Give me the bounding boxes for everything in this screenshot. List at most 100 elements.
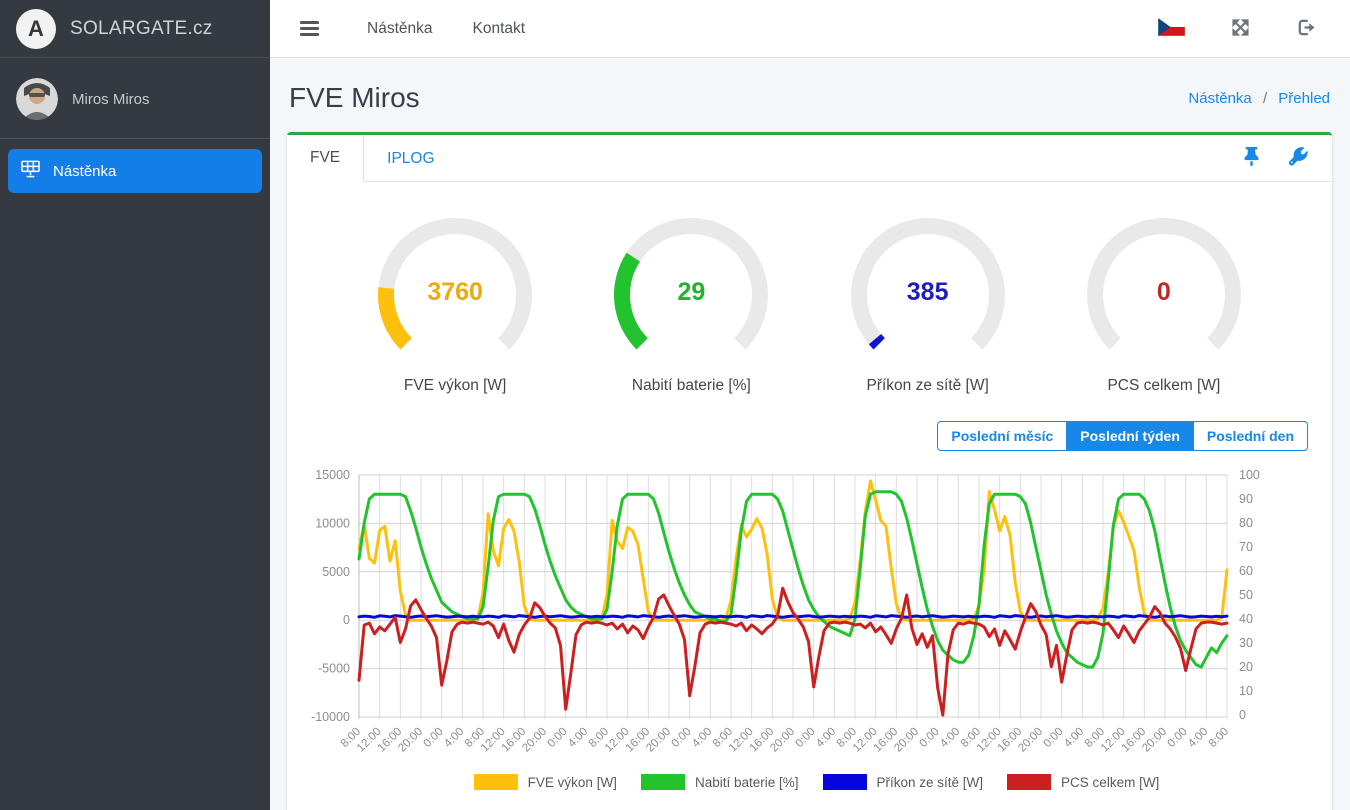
svg-text:0:00: 0:00 [1165,726,1189,750]
svg-text:5000: 5000 [322,565,350,579]
tab-bar: FVE IPLOG [287,135,1332,182]
logout-icon [1296,18,1316,40]
language-button[interactable] [1154,14,1189,43]
svg-text:15000: 15000 [315,468,350,482]
brand-logo-icon: A [16,8,56,49]
svg-text:20:00: 20:00 [396,726,425,755]
hamburger-icon [300,21,319,36]
legend-item-fve[interactable]: FVE výkon [W] [473,774,617,790]
user-panel[interactable]: Miros Miros [0,58,270,139]
breadcrumb: Nástěnka / Přehled [1188,90,1330,107]
gauge-battery: 29 Nabití baterie [%] [586,216,796,395]
sidebar-item-nastenka[interactable]: Nástěnka [8,149,262,193]
menu-toggle-button[interactable] [294,12,325,46]
svg-text:20:00: 20:00 [520,726,549,755]
svg-text:4:00: 4:00 [566,726,590,750]
settings-button[interactable] [1289,147,1308,169]
logout-button[interactable] [1292,14,1320,44]
gauge-grid-power-value: 385 [906,278,949,306]
sidebar: A SOLARGATE.cz Miros Miros [0,0,270,810]
svg-text:100: 100 [1239,468,1260,482]
svg-text:20:00: 20:00 [644,726,673,755]
gauge-pcs-total-arc [1086,218,1241,350]
svg-text:70: 70 [1239,540,1253,554]
range-row: Poslední měsíc Poslední týden Poslední d… [287,395,1332,455]
gauge-pcs-total-value: 0 [1156,278,1171,306]
sidebar-nav: Nástěnka [0,139,270,203]
topbar: Nástěnka Kontakt [270,0,1350,58]
svg-text:20:00: 20:00 [1140,726,1169,755]
gauge-battery-label: Nabití baterie [%] [631,377,751,394]
tab-iplog[interactable]: IPLOG [364,135,457,182]
legend-swatch-pcs [1007,774,1052,790]
svg-text:20:00: 20:00 [768,726,797,755]
avatar [16,78,58,120]
svg-text:0:00: 0:00 [669,726,693,750]
svg-text:20:00: 20:00 [1016,726,1045,755]
legend-label-fve: FVE výkon [W] [527,774,617,790]
pin-button[interactable] [1244,147,1259,169]
range-button-last-week[interactable]: Poslední týden [1066,421,1194,451]
brand-text: SOLARGATE.cz [70,17,213,39]
topnav-link-kontakt[interactable]: Kontakt [472,19,526,37]
svg-text:20: 20 [1239,660,1253,674]
range-button-group: Poslední měsíc Poslední týden Poslední d… [937,421,1308,451]
gauge-grid-power: 385 Příkon ze sítě [W] [823,216,1033,395]
line-chart[interactable]: 8:0012:0016:0020:000:004:008:0012:0016:0… [301,467,1311,767]
svg-text:0:00: 0:00 [1041,726,1065,750]
legend-label-battery: Nabití baterie [%] [694,774,799,790]
sidebar-item-label: Nástěnka [53,162,117,180]
svg-text:80: 80 [1239,516,1253,530]
gauge-battery-arc [614,218,769,350]
range-button-last-day[interactable]: Poslední den [1192,421,1308,451]
legend-label-pcs: PCS celkem [W] [1061,774,1160,790]
gauges-row: 3760 FVE výkon [W] 29 Nabití baterie [%]… [287,182,1332,395]
svg-text:50: 50 [1239,588,1253,602]
svg-text:0:00: 0:00 [917,726,941,750]
fullscreen-icon [1231,18,1250,40]
main-area: Nástěnka Kontakt [270,0,1350,810]
solar-panel-icon [20,160,41,182]
svg-text:0: 0 [1239,708,1246,722]
gauge-fve-power-arc [378,218,533,350]
legend-label-grid: Příkon ze sítě [W] [876,774,984,790]
svg-text:4:00: 4:00 [442,726,466,750]
svg-text:-5000: -5000 [318,662,350,676]
breadcrumb-separator: / [1262,89,1268,107]
svg-text:4:00: 4:00 [814,726,838,750]
legend-swatch-fve [473,774,518,790]
range-button-last-month[interactable]: Poslední měsíc [937,421,1068,451]
chart-legend: FVE výkon [W] Nabití baterie [%] Příkon … [301,774,1332,790]
svg-text:20:00: 20:00 [892,726,921,755]
legend-item-battery[interactable]: Nabití baterie [%] [640,774,799,790]
svg-text:0:00: 0:00 [545,726,569,750]
gauge-grid-power-label: Příkon ze sítě [W] [866,377,989,394]
legend-item-pcs[interactable]: PCS celkem [W] [1007,774,1159,790]
svg-text:0:00: 0:00 [793,726,817,750]
legend-item-grid[interactable]: Příkon ze sítě [W] [822,774,984,790]
wrench-icon [1289,147,1308,169]
svg-text:30: 30 [1239,636,1253,650]
svg-text:10000: 10000 [315,516,350,530]
svg-text:0: 0 [343,613,350,627]
brand[interactable]: A SOLARGATE.cz [0,0,270,58]
czech-flag-icon [1157,17,1186,39]
legend-swatch-battery [640,774,685,790]
svg-text:60: 60 [1239,564,1253,578]
gauge-grid-power-arc [850,218,1005,350]
svg-text:-10000: -10000 [311,710,350,724]
gauge-fve-power-value: 3760 [427,278,483,306]
svg-text:90: 90 [1239,492,1253,506]
breadcrumb-link-nastenka[interactable]: Nástěnka [1188,89,1252,107]
svg-text:4:00: 4:00 [690,726,714,750]
svg-text:40: 40 [1239,612,1253,626]
svg-text:4:00: 4:00 [1062,726,1086,750]
tab-fve[interactable]: FVE [287,135,365,182]
user-name: Miros Miros [72,90,150,108]
legend-swatch-grid [822,774,867,790]
chart-area: 8:00 12:00 16:00 20:00 0:00 4:00 8:00 12:00 16:0… [287,455,1332,790]
topnav-link-nastenka[interactable]: Nástěnka [367,19,433,37]
breadcrumb-link-prehled[interactable]: Přehled [1278,89,1330,107]
svg-text:10: 10 [1239,684,1253,698]
fullscreen-button[interactable] [1227,14,1254,44]
